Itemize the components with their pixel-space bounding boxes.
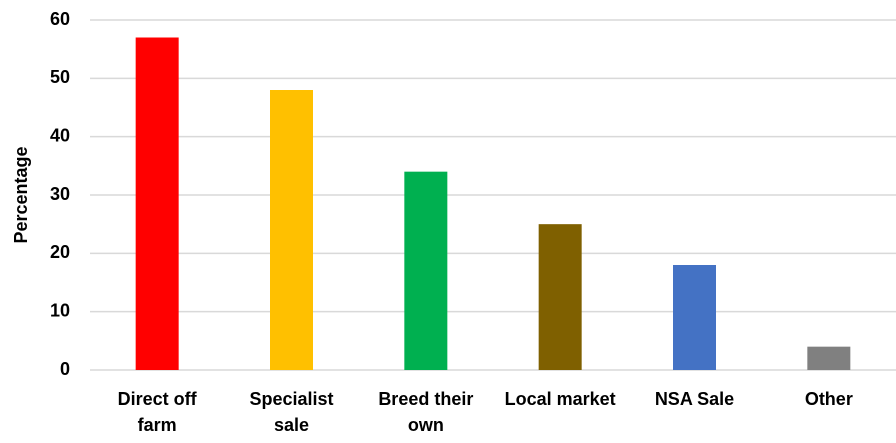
x-tick-label: Specialist sale [249, 389, 334, 435]
y-tick-label: 60 [50, 9, 70, 29]
x-tick-label: Breed their own [378, 389, 474, 435]
bar [538, 224, 582, 370]
x-tick-label: Local market [504, 389, 616, 409]
x-tick-label: Other [804, 389, 853, 409]
x-tick-label: Direct off farm [117, 389, 197, 435]
y-tick-label: 10 [50, 300, 70, 320]
y-axis-label: Percentage [11, 146, 31, 243]
bar [807, 346, 851, 370]
y-tick-label: 40 [50, 125, 70, 145]
y-tick-label: 0 [60, 359, 70, 379]
x-tick-label: NSA Sale [654, 389, 735, 409]
bar [270, 90, 313, 370]
bar [135, 37, 179, 370]
bar [673, 265, 716, 370]
y-tick-label: 20 [50, 242, 70, 262]
y-tick-label: 50 [50, 67, 70, 87]
bar [404, 171, 448, 370]
y-tick-label: 30 [50, 184, 70, 204]
